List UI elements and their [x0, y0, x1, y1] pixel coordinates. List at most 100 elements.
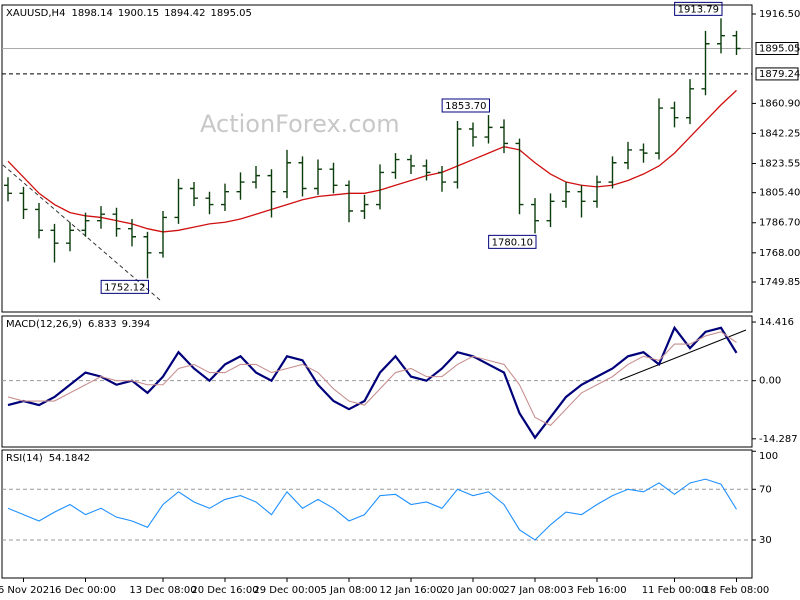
y-tick-label: 1805.40 — [759, 188, 800, 199]
rsi-panel — [1, 449, 753, 579]
x-tick-label: 3 Feb 16:00 — [567, 585, 626, 596]
ohlc-bar — [515, 138, 524, 215]
price-annotation: 1913.79 — [678, 4, 719, 15]
annotation-box — [674, 1, 723, 16]
x-tick-label: 27 Jan 08:00 — [503, 585, 566, 596]
ohlc-bar — [469, 122, 477, 147]
moving-average — [7, 89, 737, 233]
ohlc-bar — [35, 202, 43, 239]
header-value: 1894.42 — [164, 8, 205, 19]
level-label: 1879.24 — [759, 69, 800, 80]
y-tick-label: 70 — [759, 484, 772, 495]
header-value: 9.394 — [122, 319, 151, 330]
ohlc-bar — [577, 185, 586, 218]
ohlc-bar — [143, 231, 152, 279]
ohlc-bar — [112, 207, 121, 237]
ohlc-bar — [732, 30, 741, 56]
ohlc-bar — [314, 159, 322, 195]
ohlc-bar — [717, 18, 725, 54]
x-tick-label: 29 Dec 00:00 — [253, 585, 320, 596]
ohlc-bar — [252, 165, 260, 189]
trend-line — [619, 329, 747, 381]
annotation-box — [488, 234, 537, 249]
ohlc-bar — [267, 169, 276, 218]
ohlc-bar — [205, 191, 214, 215]
ohlc-bar — [376, 164, 384, 210]
price-label-box — [755, 42, 799, 56]
y-tick-label: 1842.25 — [759, 128, 800, 139]
level-label-box — [755, 67, 799, 81]
ohlc-bar — [19, 186, 28, 220]
ohlc-bar — [670, 101, 679, 128]
ohlc-bar — [360, 194, 369, 220]
y-tick-label: -14.287 — [759, 434, 798, 445]
header-value: 1898.14 — [71, 8, 112, 19]
ohlc-bar — [159, 211, 167, 258]
panel-title: XAUUSD,H4 — [6, 8, 65, 19]
ohlc-bar — [686, 79, 694, 125]
ohlc-bar — [500, 119, 508, 154]
price-label: 1895.05 — [759, 44, 800, 55]
ohlc-bar — [66, 222, 74, 252]
y-tick-label: 1749.85 — [759, 277, 800, 288]
x-tick-label: 11 Feb 00:00 — [642, 585, 708, 596]
price-annotation: 1752.12 — [104, 282, 145, 293]
watermark: ActionForex.com — [200, 110, 400, 138]
indicator-line — [7, 331, 737, 427]
ohlc-bar — [283, 149, 291, 199]
x-tick-label: 26 Nov 2021 — [0, 585, 56, 596]
ohlc-bar — [298, 156, 307, 197]
price-annotation: 1780.10 — [492, 237, 533, 248]
ohlc-bar — [81, 212, 90, 237]
header-value: 6.833 — [88, 319, 117, 330]
ohlc-bar — [701, 30, 710, 96]
x-tick-label: 5 Jan 08:00 — [321, 585, 378, 596]
panel-title: RSI(14) — [6, 453, 43, 464]
ohlc-bar — [174, 178, 183, 224]
ohlc-bar — [97, 206, 105, 229]
ohlc-bar — [531, 198, 539, 234]
annotation-box — [100, 279, 149, 294]
ohlc-bar — [190, 182, 198, 207]
price-panel — [1, 4, 753, 313]
ohlc-bar — [562, 182, 570, 208]
ohlc-bar — [453, 120, 462, 189]
x-tick-label: 13 Dec 08:00 — [129, 585, 196, 596]
x-tick-label: 6 Dec 00:00 — [55, 585, 116, 596]
annotation-box — [441, 98, 490, 113]
ohlc-bar — [639, 143, 648, 163]
price-annotation: 1853.70 — [445, 101, 486, 112]
header-value: 54.1842 — [49, 453, 90, 464]
ohlc-bar — [624, 141, 632, 170]
x-tick-label: 12 Jan 16:00 — [379, 585, 442, 596]
ohlc-bar — [221, 183, 229, 212]
ohlc-bar — [546, 193, 555, 228]
indicator-line — [7, 478, 737, 541]
panel-title: MACD(12,26,9) — [6, 319, 82, 330]
y-tick-label: 100 — [759, 451, 778, 462]
y-tick-label: 1823.55 — [759, 158, 800, 169]
header-value: 1900.15 — [118, 8, 159, 19]
x-tick-label: 20 Jan 00:00 — [441, 585, 504, 596]
x-tick-label: 18 Feb 08:00 — [704, 585, 770, 596]
indicator-line — [7, 325, 738, 440]
ohlc-bar — [608, 156, 617, 189]
header-value: 1895.05 — [211, 8, 252, 19]
y-tick-label: 1860.90 — [759, 98, 800, 109]
macd-panel — [1, 315, 753, 448]
y-tick-label: 1916.50 — [759, 9, 800, 20]
ohlc-bar — [484, 114, 493, 144]
y-tick-label: 0.00 — [759, 376, 781, 387]
ohlc-bar — [4, 177, 12, 202]
ohlc-bar — [438, 165, 446, 192]
ohlc-bar — [345, 180, 353, 223]
ohlc-bar — [422, 159, 431, 181]
y-tick-label: 1768.00 — [759, 248, 800, 259]
ohlc-bar — [391, 153, 400, 179]
y-tick-label: 1786.70 — [759, 218, 800, 229]
ohlc-bar — [236, 172, 245, 200]
y-tick-label: 30 — [759, 535, 772, 546]
x-tick-label: 20 Dec 16:00 — [191, 585, 258, 596]
ohlc-bar — [50, 223, 59, 263]
